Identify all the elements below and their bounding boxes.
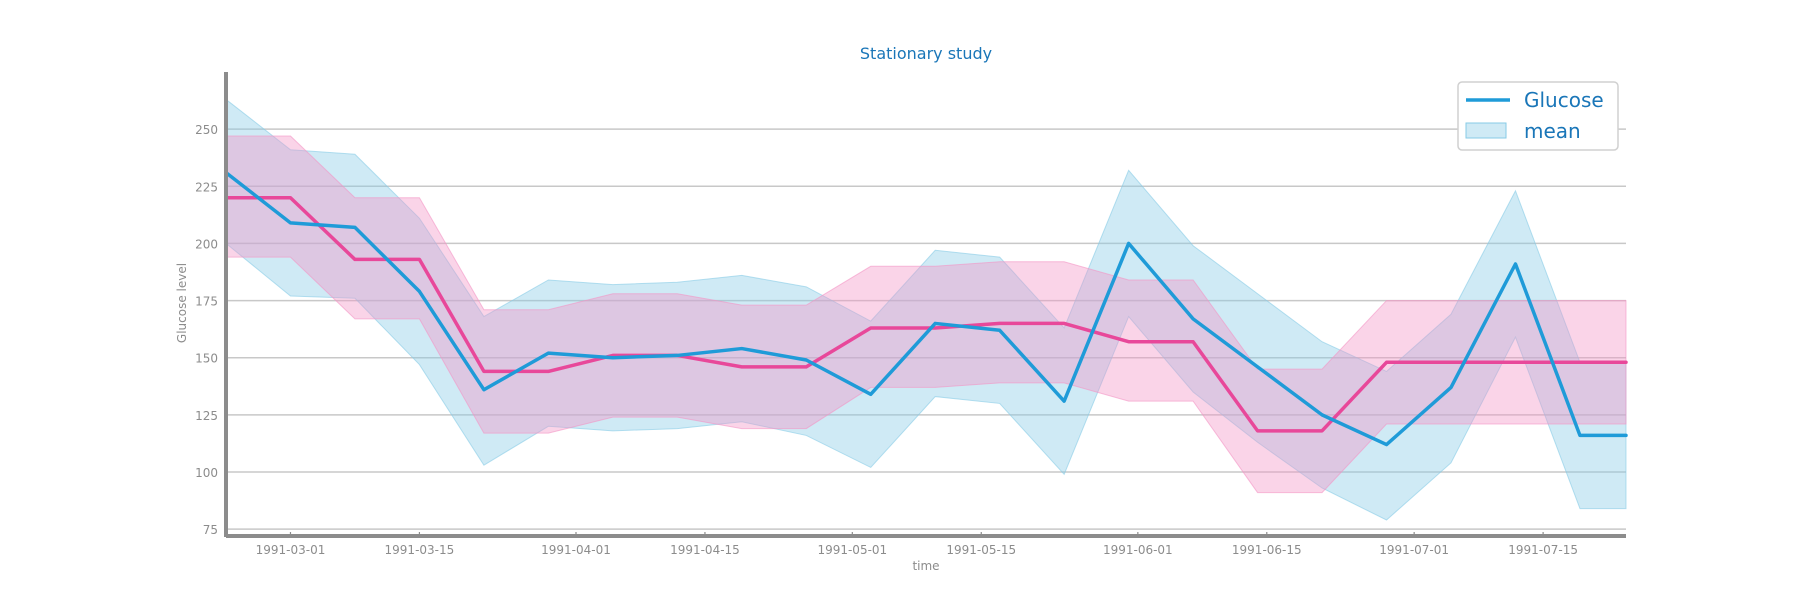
y-tick-label: 225 [195,180,218,194]
x-tick-label: 1991-06-01 [1103,543,1173,557]
glucose-band [225,98,1627,521]
y-tick-label: 200 [195,237,218,251]
y-tick-label: 150 [195,352,218,366]
mean-line [224,195,1628,433]
x-tick-label: 1991-03-01 [256,543,326,557]
x-tick-label: 1991-07-15 [1508,543,1578,557]
legend-label-glucose: Glucose [1524,88,1604,112]
confidence-bands [225,98,1627,521]
x-tick-label: 1991-03-15 [385,543,455,557]
glucose-line [224,170,1628,447]
mean-band [225,135,1627,494]
series-lines [224,170,1628,447]
x-tick-label: 1991-05-15 [946,543,1016,557]
x-tick-label: 1991-06-15 [1232,543,1302,557]
y-tick-label: 125 [195,409,218,423]
y-tick-label: 100 [195,466,218,480]
y-tick-labels: 75 100 125 150 175 200 225 250 [195,123,218,537]
x-tick-label: 1991-07-01 [1379,543,1449,557]
legend-swatch-mean [1465,122,1507,139]
y-axis-label: Glucose level [175,263,189,343]
x-tick-label: 1991-04-01 [541,543,611,557]
x-tick-labels: 1991-03-01 1991-03-15 1991-04-01 1991-04-15… [256,543,1578,557]
chart-title: Stationary study [860,44,992,63]
y-tick-label: 250 [195,123,218,137]
legend-label-mean: mean [1524,119,1581,143]
x-tick-label: 1991-05-01 [817,543,887,557]
axes [224,72,1626,538]
x-axis-label: time [912,559,939,573]
x-tick-label: 1991-04-15 [670,543,740,557]
gridlines [226,128,1626,530]
y-tick-label: 75 [203,523,218,537]
legend: Glucose mean [1457,81,1619,151]
y-tick-label: 175 [195,295,218,309]
